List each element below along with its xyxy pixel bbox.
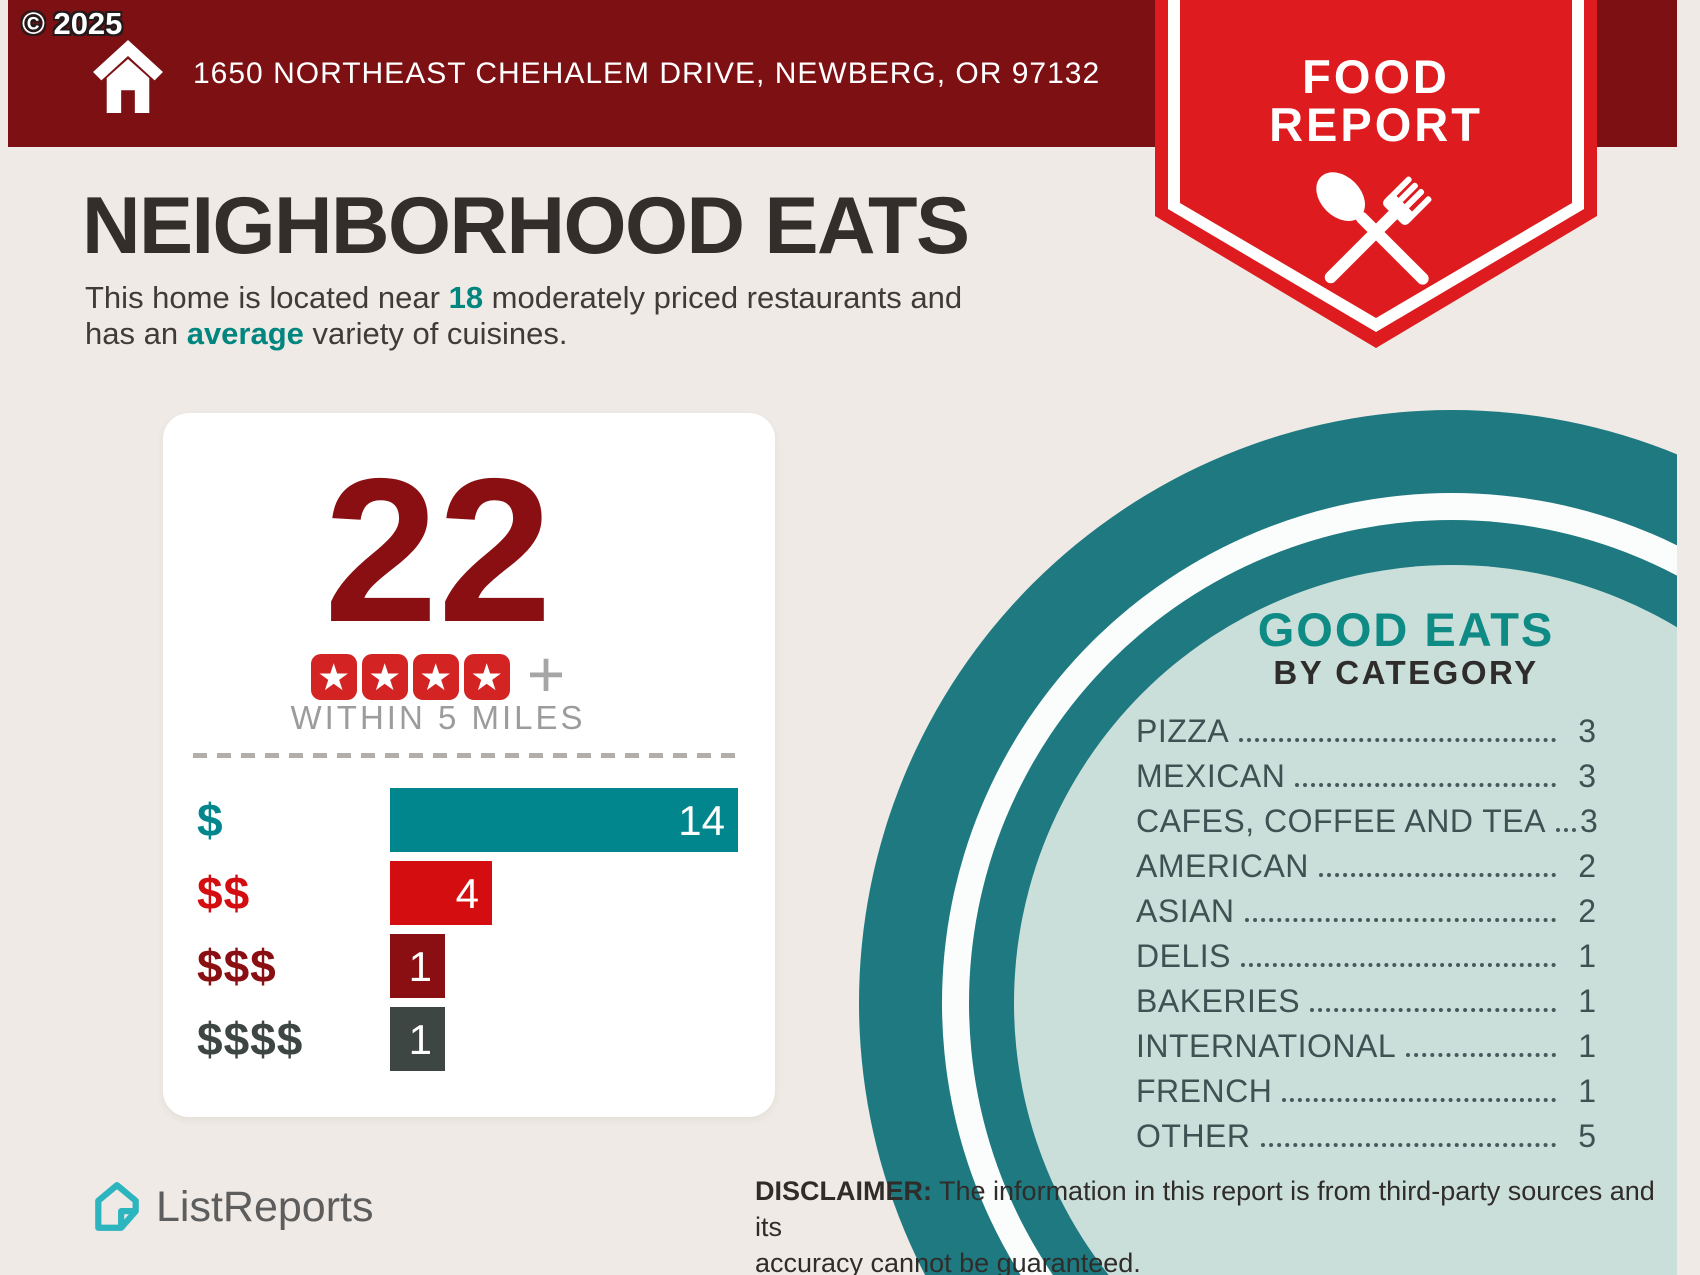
price-tier-bar: 14 [390,788,738,852]
price-tier-label: $$ [197,867,251,919]
dot-leader [1244,918,1556,922]
listreports-logo: ListReports [90,1180,373,1234]
price-tier-row: $14 [163,788,775,852]
price-tier-count: 1 [408,943,432,990]
category-row: BAKERIES 1 [1136,980,1596,1025]
star-icon: ★ [310,654,357,700]
subtitle-line1: This home is located near 18 moderately … [85,280,962,316]
category-count: 1 [1578,1028,1596,1064]
good-eats-subtitle: BY CATEGORY [1273,654,1539,691]
category-row: MEXICAN 3 [1136,755,1596,800]
restaurant-count: 18 [448,280,484,315]
subtitle-text: This home is located near [85,280,449,315]
category-count: 2 [1578,893,1596,929]
disclaimer-line2: accuracy cannot be guaranteed. [755,1248,1141,1275]
food-report-badge: FOOD REPORT [1155,0,1597,348]
price-tier-row: $$$ 1 [163,934,775,998]
spoon-and-fork-icon [1316,172,1432,285]
dot-leader [1406,1053,1556,1057]
star-rating: ★ ★ ★ ★ + [163,637,713,711]
disclaimer-line1: The information in this report is from t… [755,1176,1655,1242]
star-icon: ★ [412,654,459,700]
star-icon: ★ [463,654,510,700]
category-label: PIZZA [1136,713,1230,749]
category-label: FRENCH [1136,1073,1273,1109]
category-count: 3 [1578,758,1596,794]
category-row: PIZZA 3 [1136,710,1596,755]
variety-highlight: average [186,316,304,351]
badge-line2: REPORT [1269,98,1483,151]
category-label: OTHER [1136,1118,1251,1154]
price-tier-row: $$ 4 [163,861,775,925]
listreports-logo-text: ListReports [156,1182,374,1231]
price-tier-row: $$$$ 1 [163,1007,775,1071]
dot-leader [1295,783,1556,787]
subtitle-line2: has an average variety of cuisines. [85,316,962,352]
subtitle-text: variety of cuisines. [303,316,568,351]
disclaimer: DISCLAIMER: The information in this repo… [755,1173,1655,1275]
restaurant-total: 22 [323,436,553,665]
copyright: © 2025 [22,6,123,41]
dot-leader [1239,738,1556,742]
category-label: CAFES, COFFEE AND TEA [1136,803,1546,839]
category-row: DELIS 1 [1136,935,1596,980]
disclaimer-label: DISCLAIMER: [755,1176,932,1206]
dashed-divider [193,753,735,758]
category-row: FRENCH 1 [1136,1070,1596,1115]
dot-leader [1555,828,1576,832]
dot-leader [1260,1143,1556,1147]
subtitle: This home is located near 18 moderately … [85,280,962,352]
price-tier-count: 4 [455,870,479,917]
price-tier-label: $$$$ [197,1013,304,1065]
listreports-house-icon [95,1182,139,1231]
price-tier-label: $ [197,794,224,846]
category-label: BAKERIES [1136,983,1301,1019]
radius-caption: WITHIN 5 MILES [290,699,586,736]
dot-leader [1282,1098,1556,1102]
category-row: OTHER 5 [1136,1115,1596,1160]
price-tier-bar: 1 [390,1007,445,1071]
category-count: 1 [1578,1073,1596,1109]
category-count: 3 [1579,803,1598,839]
price-tier-count: 1 [408,1016,432,1063]
category-count: 5 [1578,1118,1596,1154]
page-title: NEIGHBORHOOD EATS [82,181,970,271]
category-count: 2 [1578,848,1596,884]
property-address: 1650 NORTHEAST CHEHALEM DRIVE, NEWBERG, … [193,56,1101,90]
dot-leader [1318,873,1556,877]
good-eats-title: GOOD EATS [1257,603,1555,656]
category-list: PIZZA 3 MEXICAN 3 CAFES, COFFEE AND TEA 3 AMER… [1136,710,1598,1160]
category-label: ASIAN [1136,893,1235,929]
dot-leader [1240,963,1556,967]
category-label: DELIS [1136,938,1231,974]
restaurant-stats-card: 22 ★ ★ ★ ★ + WITHIN 5 MILES $14 $$ 4 $$$ 1 $$$$ 1 [163,413,775,1117]
category-row: ASIAN 2 [1136,890,1596,935]
category-row: INTERNATIONAL 1 [1136,1025,1596,1070]
price-tier-bar: 1 [390,934,445,998]
category-label: AMERICAN [1136,848,1309,884]
badge-line1: FOOD [1302,50,1450,103]
price-tier-count: 14 [678,797,725,844]
price-tier-label: $$$ [197,940,277,992]
category-label: INTERNATIONAL [1136,1028,1397,1064]
category-count: 1 [1578,938,1596,974]
category-row: AMERICAN 2 [1136,845,1596,890]
plus-sign: + [526,637,566,711]
star-icon: ★ [361,654,408,700]
subtitle-text: has an [85,316,187,351]
dot-leader [1310,1008,1556,1012]
category-row: CAFES, COFFEE AND TEA 3 [1136,800,1598,845]
subtitle-text: moderately priced restaurants and [483,280,963,315]
category-count: 1 [1578,983,1596,1019]
category-label: MEXICAN [1136,758,1286,794]
price-tier-bar: 4 [390,861,492,925]
category-count: 3 [1578,713,1596,749]
home-icon [93,40,163,113]
